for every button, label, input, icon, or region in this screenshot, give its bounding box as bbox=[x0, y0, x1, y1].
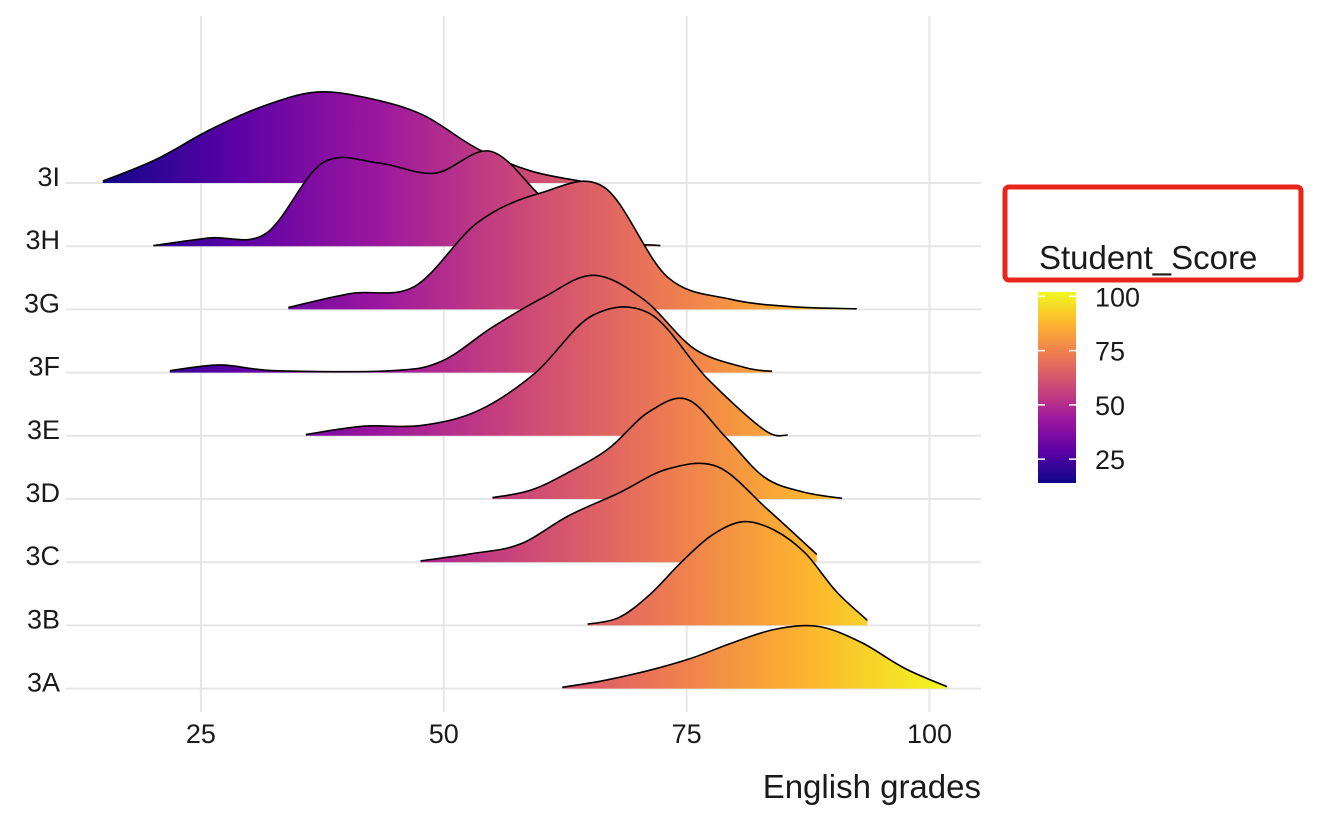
legend-ticks: 25 50 75 100 bbox=[1038, 282, 1140, 475]
ridge-outline-3E bbox=[305, 306, 788, 437]
legend-title: Student_Score bbox=[1039, 239, 1257, 276]
category-label-3I: 3I bbox=[37, 162, 60, 192]
ridge-fill-3B bbox=[587, 521, 868, 626]
x-tick-label: 25 bbox=[186, 719, 216, 749]
ridge-outline-3A bbox=[562, 624, 948, 689]
category-label-3D: 3D bbox=[25, 478, 60, 508]
legend-colorbar bbox=[1038, 292, 1076, 483]
category-label-3B: 3B bbox=[27, 604, 60, 634]
x-tick-label: 50 bbox=[429, 719, 459, 749]
legend-tick-label: 50 bbox=[1095, 391, 1125, 421]
legend-tick-label: 25 bbox=[1095, 445, 1125, 475]
x-tick-label: 100 bbox=[907, 719, 952, 749]
ridge-3B bbox=[587, 520, 868, 626]
ridge-fill-3A bbox=[562, 625, 947, 689]
ridge-fill-3G bbox=[288, 181, 857, 310]
legend: Student_Score 25 50 75 100 bbox=[1002, 184, 1304, 483]
category-labels: 3A 3B 3C 3D 3E 3F 3G 3H 3I bbox=[24, 162, 60, 698]
ridge-3D bbox=[492, 397, 843, 500]
ridge-3A bbox=[562, 624, 948, 689]
ridge-outline-3B bbox=[587, 520, 868, 625]
x-tick-labels: 25 50 75 100 bbox=[186, 719, 952, 749]
category-label-3G: 3G bbox=[24, 288, 60, 318]
ridge-fill-3D bbox=[492, 398, 843, 499]
category-label-3E: 3E bbox=[27, 415, 60, 445]
category-label-3C: 3C bbox=[25, 541, 60, 571]
ridge-outline-3C bbox=[420, 462, 818, 562]
legend-highlight-box bbox=[1002, 184, 1304, 283]
ridge-3G bbox=[288, 180, 857, 310]
ridge-outline-3D bbox=[492, 397, 843, 500]
category-label-3F: 3F bbox=[28, 352, 60, 382]
ridge-outline-3G bbox=[288, 180, 857, 310]
legend-tick-label: 75 bbox=[1095, 337, 1125, 367]
x-axis-title: English grades bbox=[763, 768, 981, 805]
category-label-3A: 3A bbox=[27, 668, 60, 698]
ridges bbox=[102, 91, 948, 689]
category-label-3H: 3H bbox=[25, 225, 60, 255]
legend-tick-label: 100 bbox=[1095, 282, 1140, 312]
ridge-outline-3F bbox=[169, 274, 773, 373]
x-tick-label: 75 bbox=[672, 719, 702, 749]
